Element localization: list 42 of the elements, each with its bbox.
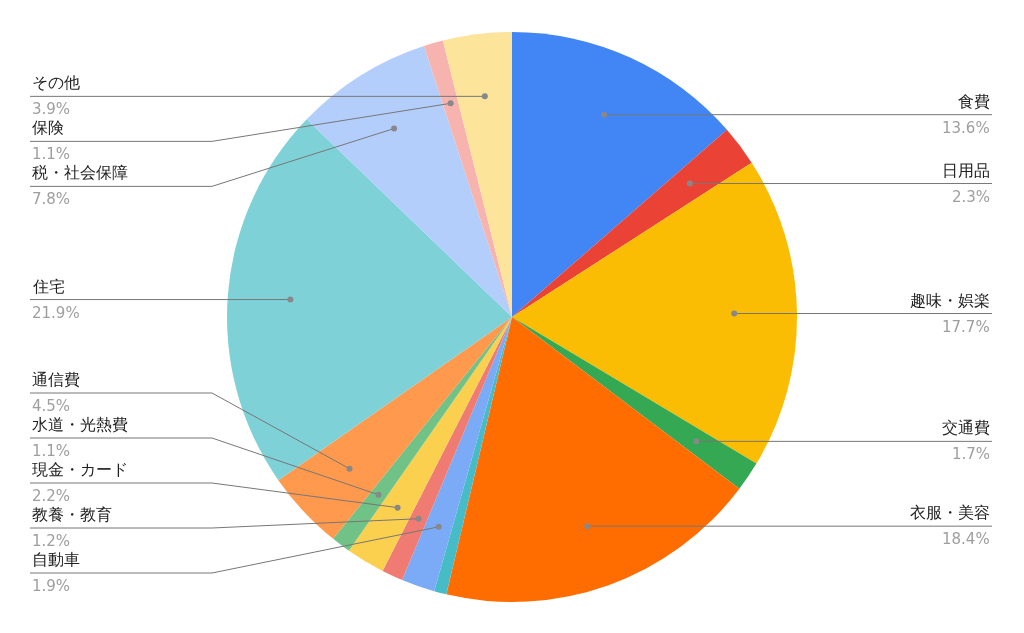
data-label: 1.7% xyxy=(952,445,991,463)
data-label: 21.9% xyxy=(32,304,80,322)
pie-slice xyxy=(512,32,727,317)
pie-slice xyxy=(512,129,752,317)
slice-label: その他 xyxy=(32,73,80,92)
pie-slice xyxy=(446,317,740,602)
slice-label: 住宅 xyxy=(32,277,65,296)
pie-slice xyxy=(512,162,797,464)
slice-label: 交通費 xyxy=(942,418,990,437)
data-label: 4.5% xyxy=(32,397,71,415)
data-label: 1.1% xyxy=(32,442,71,460)
slice-label: 教養・教育 xyxy=(32,505,112,524)
slice-label: 自動車 xyxy=(32,550,80,569)
pie-slice xyxy=(306,45,512,317)
pie-slice xyxy=(382,317,512,580)
pie-slice xyxy=(512,317,757,489)
data-label: 1.1% xyxy=(32,145,71,163)
data-label: 1.9% xyxy=(32,577,71,595)
slice-label: 趣味・娯楽 xyxy=(910,291,990,310)
pie-slice xyxy=(227,119,512,481)
data-label: 3.9% xyxy=(32,100,71,118)
pie-slice xyxy=(423,40,512,317)
pie-slice xyxy=(278,317,512,539)
data-label: 1.2% xyxy=(32,532,71,550)
data-label: 18.4% xyxy=(942,530,990,548)
pie-slice xyxy=(402,317,512,592)
pie-slice xyxy=(333,317,512,551)
slice-label: 日用品 xyxy=(942,161,990,180)
data-label: 17.7% xyxy=(942,318,990,336)
pie-slice xyxy=(348,317,512,571)
slice-label: 現金・カード xyxy=(32,460,128,479)
slice-label: 水道・光熱費 xyxy=(32,415,128,434)
slice-label: 食費 xyxy=(958,92,990,111)
slice-label: 衣服・美容 xyxy=(910,503,990,522)
slice-label: 税・社会保障 xyxy=(32,163,128,182)
data-label: 2.2% xyxy=(32,487,71,505)
slice-label: 保険 xyxy=(32,118,64,137)
pie-slice xyxy=(442,32,512,317)
data-label: 2.3% xyxy=(952,188,991,206)
data-label: 13.6% xyxy=(942,119,990,137)
slice-label: 通信費 xyxy=(32,370,80,389)
data-label: 7.8% xyxy=(32,190,71,208)
